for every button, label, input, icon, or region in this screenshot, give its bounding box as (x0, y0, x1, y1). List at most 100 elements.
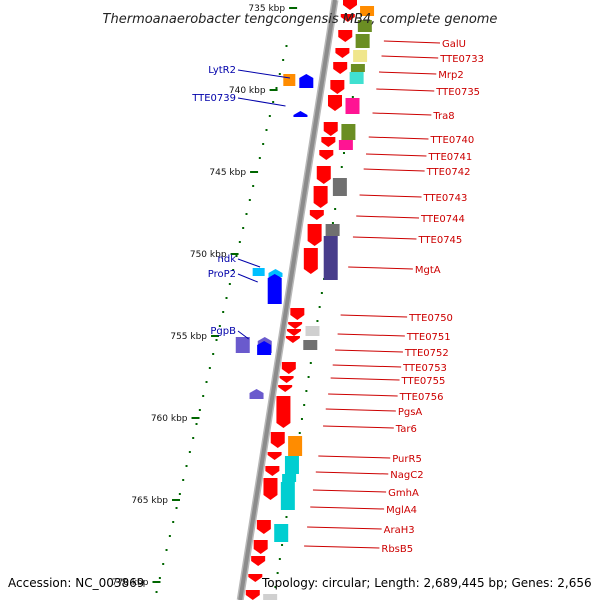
cog-colored-gene (263, 594, 278, 600)
right-label-leader (330, 377, 400, 381)
forward-gene-arrow (279, 376, 294, 383)
cog-colored-gene (360, 6, 375, 16)
right-label-leader (323, 425, 394, 429)
track-dot-right (342, 152, 345, 154)
left-gene-label: TTE0739 (191, 93, 236, 104)
track-dot-left (185, 465, 188, 467)
kbp-tick-label: 735 kbp (248, 4, 285, 14)
right-label-leader (335, 349, 403, 353)
forward-gene-arrow (287, 329, 302, 336)
right-gene-label: GalU (442, 39, 466, 50)
cog-colored-gene (305, 326, 320, 336)
track-dot-left (235, 255, 238, 257)
cog-colored-gene (283, 74, 296, 86)
track-dot-right (285, 516, 288, 518)
track-dot-left (208, 367, 211, 369)
right-gene-label: MgtA (415, 265, 441, 276)
cog-colored-gene (349, 72, 364, 84)
track-dot-left (215, 339, 218, 341)
track-dot-left (282, 59, 285, 61)
track-dot-right (318, 306, 321, 308)
track-dot-left (265, 129, 268, 131)
accession-text: Accession: NC_003869 (8, 576, 144, 590)
forward-gene-arrow (245, 590, 260, 600)
left-gene-label: PgpB (210, 326, 236, 337)
track-dot-left (155, 591, 158, 593)
right-gene-label: Tra8 (432, 111, 454, 122)
cog-colored-gene (303, 340, 318, 350)
cog-colored-gene (355, 34, 370, 48)
right-label-leader (376, 88, 435, 92)
cog-colored-gene (341, 124, 356, 140)
track-dot-left (202, 395, 205, 397)
track-dot-left (248, 199, 251, 201)
track-dot-right (298, 432, 301, 434)
right-gene-label: Mrp2 (438, 70, 463, 81)
track-dot-left (285, 45, 288, 47)
forward-gene-arrow (321, 137, 336, 147)
track-dot-left (195, 423, 198, 425)
forward-gene-arrow (307, 224, 322, 246)
track-dot-left (262, 143, 265, 145)
right-gene-label: TTE0744 (420, 214, 465, 225)
right-label-leader (332, 364, 402, 368)
forward-gene-arrow (309, 210, 324, 220)
forward-gene-arrow (338, 30, 353, 42)
left-label-leader (237, 97, 286, 107)
track-dot-left (242, 227, 245, 229)
forward-gene-arrow (323, 122, 338, 136)
left-label-leader (237, 273, 258, 283)
track-dot-right (316, 320, 319, 322)
track-dot-right (320, 292, 323, 294)
right-gene-label: TTE0751 (406, 332, 451, 343)
kbp-tick-label: 745 kbp (209, 168, 246, 178)
kbp-tick-label: 755 kbp (170, 332, 207, 342)
track-dot-left (245, 213, 248, 215)
right-label-leader (372, 112, 432, 116)
kbp-tick-label: 740 kbp (229, 86, 266, 96)
kbp-tick-label: 770 kbp (112, 578, 149, 588)
track-dot-right (309, 362, 312, 364)
right-gene-label: PgsA (398, 407, 423, 418)
cog-colored-gene (282, 474, 297, 482)
forward-gene-arrow (263, 478, 278, 500)
right-gene-label: TTE0756 (399, 392, 444, 403)
right-gene-label: TTE0753 (402, 363, 447, 374)
kbp-ticks: 735 kbp 740 kbp 745 kbp 750 kbp 755 kbp 760 k… (112, 4, 363, 593)
right-label-leader (315, 471, 389, 475)
cog-colored-gene (350, 64, 365, 72)
cog-colored-gene (280, 482, 295, 510)
track-dot-right (351, 96, 354, 98)
backbone-line (238, 0, 337, 600)
cog-colored-gene (345, 98, 360, 114)
forward-gene-arrow (313, 186, 328, 208)
track-dot-left (182, 479, 185, 481)
track-dot-left (222, 311, 225, 313)
right-label-leader (368, 136, 429, 140)
track-dot-right (307, 376, 310, 378)
kbp-tick-label: 765 kbp (131, 496, 168, 506)
forward-gene-arrow (327, 95, 342, 111)
track-dot-left (275, 87, 278, 89)
right-gene-label: TTE0740 (429, 135, 474, 146)
right-label-leader (363, 168, 425, 172)
left-label-leader (237, 69, 291, 79)
forward-gene-arrow (316, 166, 331, 184)
reverse-gene-arrow (257, 341, 272, 355)
right-gene-label: TTE0743 (423, 193, 468, 204)
cog-colored-gene (274, 524, 289, 542)
right-label-leader (307, 526, 382, 530)
track-dot-right (278, 558, 281, 560)
right-label-leader (328, 393, 398, 397)
forward-gene-arrow (285, 336, 300, 343)
track-dot-left (168, 535, 171, 537)
forward-gene-arrow (256, 520, 271, 534)
genome-backbone (236, 0, 339, 600)
forward-gene-arrow (319, 150, 334, 160)
reverse-gene-arrow (268, 269, 283, 277)
left-label-leader (237, 258, 261, 268)
genome-summary-text: Topology: circular; Length: 2,689,445 bp… (261, 576, 592, 590)
right-gene-label: TTE0741 (427, 152, 472, 163)
forward-gene-arrow (288, 322, 303, 329)
